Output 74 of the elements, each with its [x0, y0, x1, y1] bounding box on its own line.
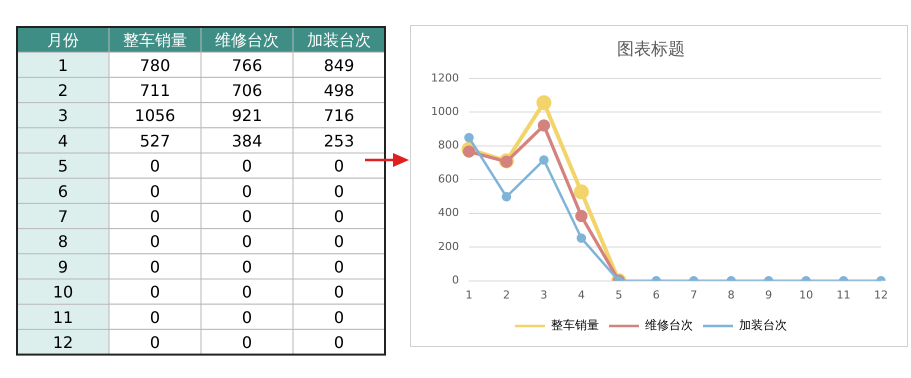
legend-label: 加装台次: [739, 318, 787, 332]
x-tick-label: 4: [578, 288, 585, 302]
data-label: 0: [334, 182, 344, 201]
y-tick-label: 800: [438, 138, 459, 152]
legend-label: 维修台次: [645, 318, 693, 332]
y-tick-label: 8: [58, 232, 68, 252]
x-tick-label: 12: [874, 288, 888, 302]
y-tick-label: 0: [452, 274, 459, 287]
data-label: 253: [324, 131, 354, 150]
data-label: 0: [150, 182, 160, 201]
data-label: 0: [242, 257, 252, 276]
y-tick-label: 1000: [430, 104, 459, 118]
x-tick-label: 维修台次: [215, 30, 279, 50]
data-label: 0: [150, 333, 160, 352]
data-label: 0: [242, 308, 252, 327]
data-label: 711: [140, 81, 170, 100]
y-tick-label: 1: [58, 56, 68, 75]
data-label: 498: [324, 81, 354, 100]
legend-label: 整车销量: [551, 318, 599, 332]
x-tick-label: 10: [799, 288, 814, 302]
data-label: 0: [334, 156, 344, 176]
data-label: 0: [150, 232, 160, 252]
x-tick-label: 8: [728, 288, 735, 302]
y-tick-label: 2: [58, 81, 68, 100]
y-tick-label: 400: [438, 206, 459, 220]
x-tick-label: 整车销量: [123, 30, 187, 50]
data-label: 0: [242, 282, 252, 302]
data-label: 780: [140, 56, 170, 75]
data-label: 0: [242, 232, 252, 252]
data-label: 716: [324, 106, 354, 126]
data-label: 384: [232, 131, 262, 150]
y-tick-label: 12: [52, 333, 74, 352]
data-label: 0: [150, 156, 160, 176]
data-label: 0: [242, 182, 252, 201]
data-label: 0: [150, 282, 160, 302]
x-tick-label: 3: [540, 288, 548, 302]
x-tick-label: 1: [465, 288, 472, 302]
y-tick-label: 6: [58, 182, 68, 201]
x-tick-label: 7: [690, 288, 698, 302]
x-tick-label: 2: [502, 288, 510, 302]
x-tick-label: 5: [615, 288, 622, 302]
data-label: 0: [334, 207, 344, 226]
x-tick-label: 6: [652, 288, 660, 302]
data-label: 0: [334, 308, 344, 327]
data-label: 0: [334, 257, 344, 276]
y-tick-label: 200: [438, 240, 459, 253]
y-tick-label: 11: [52, 308, 74, 327]
data-label: 0: [334, 282, 344, 302]
y-tick-label: 1200: [430, 71, 459, 84]
y-tick-label: 7: [58, 207, 68, 226]
data-label: 0: [334, 333, 344, 352]
y-tick-label: 5: [58, 156, 68, 176]
data-label: 0: [150, 308, 160, 327]
data-label: 766: [232, 56, 262, 75]
data-label: 1056: [134, 106, 176, 126]
data-label: 0: [150, 207, 160, 226]
x-tick-label: 9: [765, 288, 772, 302]
x-tick-label: 加装台次: [307, 30, 371, 50]
data-label: 921: [232, 106, 262, 126]
data-label: 0: [242, 207, 252, 226]
y-tick-label: 4: [58, 131, 68, 150]
x-tick-label: 11: [836, 288, 851, 302]
y-tick-label: 600: [438, 172, 459, 186]
data-label: 706: [232, 81, 262, 100]
chart-title: 图表标题: [617, 40, 685, 60]
y-tick-label: 3: [58, 106, 68, 126]
data-label: 0: [242, 156, 252, 176]
data-label: 849: [324, 56, 354, 75]
data-label: 0: [150, 257, 160, 276]
data-label: 0: [242, 333, 252, 352]
data-label: 0: [334, 232, 344, 252]
text: 月份: [47, 30, 79, 50]
y-tick-label: 9: [58, 257, 68, 276]
data-label: 527: [140, 131, 170, 150]
